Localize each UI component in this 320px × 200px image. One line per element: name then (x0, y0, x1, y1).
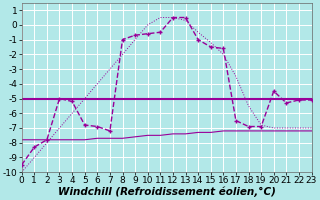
X-axis label: Windchill (Refroidissement éolien,°C): Windchill (Refroidissement éolien,°C) (58, 187, 276, 197)
